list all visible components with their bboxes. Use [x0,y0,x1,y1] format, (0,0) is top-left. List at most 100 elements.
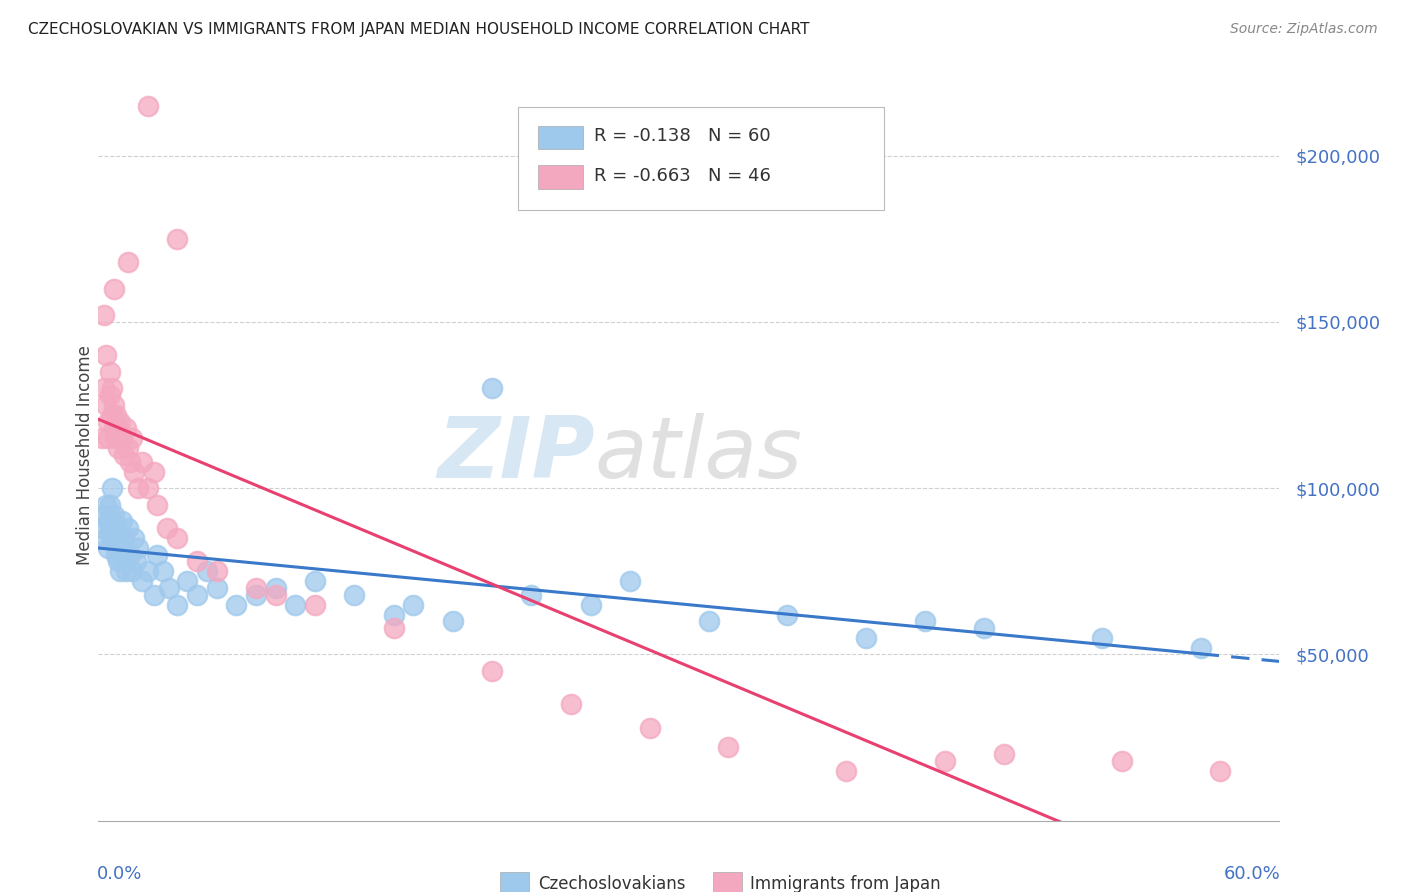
Point [264,588,287,602]
Point [717,740,740,755]
Point [697,614,720,628]
Point [245,581,267,595]
Point [101,381,124,395]
Point [245,588,267,602]
Point [105,548,128,562]
Point [98,388,121,402]
Point [96,531,118,545]
Point [560,698,582,712]
Point [97,431,120,445]
Point [993,747,1015,761]
Point [98,521,121,535]
Point [103,421,125,435]
Point [152,564,174,578]
Point [111,515,134,529]
Bar [501,871,530,892]
Point [131,574,153,589]
Point [103,531,125,545]
Text: R = -0.663   N = 46: R = -0.663 N = 46 [595,167,772,185]
Point [96,398,118,412]
Point [156,521,179,535]
Point [166,531,188,545]
Point [520,588,543,602]
Point [205,581,228,595]
Text: atlas: atlas [595,413,803,497]
Point [91,431,114,445]
Point [835,764,858,778]
Point [122,531,145,545]
Point [136,481,159,495]
Point [195,564,218,578]
Point [112,531,135,545]
Point [176,574,198,589]
Point [93,508,115,522]
Text: Czechoslovakians: Czechoslovakians [537,875,685,892]
Point [205,564,228,578]
Point [101,481,124,495]
Point [118,454,141,468]
Point [107,531,129,545]
Point [108,564,131,578]
Point [105,408,128,422]
Point [382,621,405,635]
Bar [713,871,742,892]
Point [146,498,169,512]
Point [157,581,180,595]
Text: Immigrants from Japan: Immigrants from Japan [751,875,941,892]
Point [107,442,129,456]
Point [101,531,124,545]
Point [304,574,326,589]
Point [115,564,138,578]
Point [101,515,124,529]
Point [776,607,799,622]
Point [382,607,405,622]
Point [97,541,120,555]
Point [914,614,936,628]
Point [402,598,425,612]
Bar [537,165,582,189]
Y-axis label: Median Household Income: Median Household Income [76,345,94,565]
Point [186,588,208,602]
Point [1189,640,1212,655]
Point [122,465,145,479]
Point [101,408,124,422]
Point [481,664,503,678]
Point [142,465,165,479]
Point [108,415,131,429]
Point [121,431,143,445]
Point [111,431,134,445]
Point [142,588,165,602]
Point [973,621,995,635]
Point [127,541,149,555]
Point [131,454,153,468]
Point [136,99,159,113]
Point [96,498,118,512]
Point [112,448,135,462]
Point [98,498,121,512]
Point [96,348,118,362]
Point [619,574,641,589]
Point [93,308,115,322]
Point [284,598,307,612]
Text: CZECHOSLOVAKIAN VS IMMIGRANTS FROM JAPAN MEDIAN HOUSEHOLD INCOME CORRELATION CHA: CZECHOSLOVAKIAN VS IMMIGRANTS FROM JAPAN… [28,22,810,37]
Point [127,481,149,495]
Point [125,554,148,568]
Point [343,588,366,602]
Point [1091,631,1114,645]
FancyBboxPatch shape [517,108,884,210]
Point [103,398,125,412]
Point [481,381,503,395]
Text: 60.0%: 60.0% [1223,864,1281,882]
Point [107,554,129,568]
Point [117,521,139,535]
Point [441,614,464,628]
Point [103,282,125,296]
Point [93,381,115,395]
Point [107,421,129,435]
Point [1111,754,1133,768]
Point [136,564,159,578]
Point [97,415,120,429]
Point [108,541,131,555]
Point [1209,764,1232,778]
Point [91,521,114,535]
